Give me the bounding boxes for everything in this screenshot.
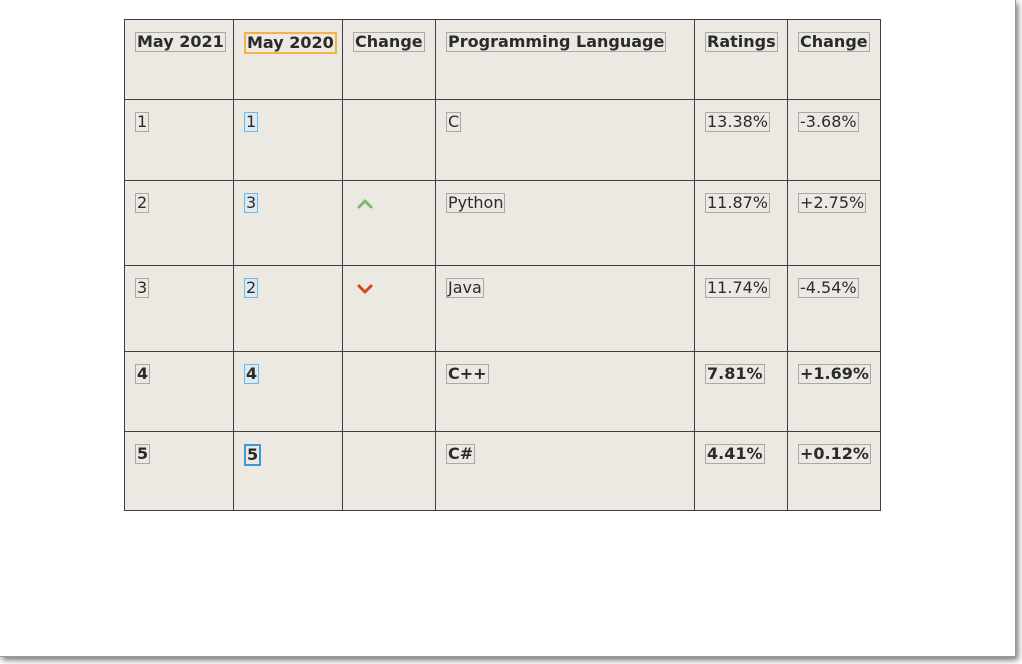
rank-value: 3 <box>244 193 259 213</box>
change-value: +1.69% <box>798 364 871 384</box>
rank-value: 4 <box>244 364 260 384</box>
cell-may-2021: 1 <box>124 99 234 181</box>
header-may-2020[interactable]: May 2020 <box>233 19 343 100</box>
table-row: 4 4 C++ 7.81% +1.69% <box>124 351 881 432</box>
cell-may-2020: 4 <box>233 351 343 432</box>
table-header-row: May 2021 May 2020 Change Programming Lan… <box>124 19 881 100</box>
header-label: Change <box>798 32 870 52</box>
cell-change <box>342 265 436 352</box>
header-label: May 2020 <box>244 32 337 54</box>
cell-ratings: 4.41% <box>694 431 788 511</box>
change-value: -3.68% <box>798 112 859 132</box>
cell-change <box>342 99 436 181</box>
rank-value: 4 <box>135 364 151 384</box>
rank-value: 3 <box>135 278 150 298</box>
cell-language: Java <box>435 265 695 352</box>
table-row: 3 2 Java 11.74% -4.54% <box>124 265 881 352</box>
table-row: 2 3 Python 11.87% +2.75% <box>124 180 881 266</box>
rank-value: 2 <box>244 278 259 298</box>
cell-change-percent: +0.12% <box>787 431 881 511</box>
cell-language: Python <box>435 180 695 266</box>
cell-change <box>342 431 436 511</box>
cell-may-2021: 2 <box>124 180 234 266</box>
language-name: C++ <box>446 364 489 384</box>
language-name: C <box>446 112 462 132</box>
up-arrow-icon <box>357 199 373 209</box>
ratings-value: 11.87% <box>705 193 771 213</box>
cell-language: C++ <box>435 351 695 432</box>
header-label: May 2021 <box>135 32 226 52</box>
cell-ratings: 13.38% <box>694 99 788 181</box>
ratings-value: 13.38% <box>705 112 771 132</box>
language-name: Java <box>446 278 484 298</box>
cell-ratings: 11.87% <box>694 180 788 266</box>
down-arrow-icon <box>357 284 373 294</box>
ratings-value: 4.41% <box>705 444 765 464</box>
cell-language: C <box>435 99 695 181</box>
cell-may-2021: 3 <box>124 265 234 352</box>
header-label: Programming Language <box>446 32 667 52</box>
header-label: Ratings <box>705 32 778 52</box>
ratings-value: 11.74% <box>705 278 771 298</box>
cell-change-percent: +1.69% <box>787 351 881 432</box>
table-row: 5 5 C# 4.41% +0.12% <box>124 431 881 511</box>
cell-ratings: 7.81% <box>694 351 788 432</box>
rank-value: 1 <box>135 112 150 132</box>
header-label: Change <box>353 32 425 52</box>
cell-change <box>342 351 436 432</box>
header-programming-language[interactable]: Programming Language <box>435 19 695 100</box>
language-ranking-table: May 2021 May 2020 Change Programming Lan… <box>124 19 881 511</box>
cell-may-2020: 3 <box>233 180 343 266</box>
header-ratings[interactable]: Ratings <box>694 19 788 100</box>
cell-may-2020: 2 <box>233 265 343 352</box>
change-value: +2.75% <box>798 193 867 213</box>
table-row: 1 1 C 13.38% -3.68% <box>124 99 881 181</box>
change-value: +0.12% <box>798 444 871 464</box>
ratings-value: 7.81% <box>705 364 765 384</box>
cell-change-percent: +2.75% <box>787 180 881 266</box>
cell-may-2021: 5 <box>124 431 234 511</box>
cell-change-percent: -3.68% <box>787 99 881 181</box>
rank-value: 5 <box>244 444 262 466</box>
cell-change-percent: -4.54% <box>787 265 881 352</box>
language-name: C# <box>446 444 476 464</box>
rank-value: 1 <box>244 112 259 132</box>
cell-may-2021: 4 <box>124 351 234 432</box>
cell-ratings: 11.74% <box>694 265 788 352</box>
cell-may-2020: 5 <box>233 431 343 511</box>
rank-value: 2 <box>135 193 150 213</box>
cell-may-2020: 1 <box>233 99 343 181</box>
header-change-percent[interactable]: Change <box>787 19 881 100</box>
language-name: Python <box>446 193 506 213</box>
cell-change <box>342 180 436 266</box>
cell-language: C# <box>435 431 695 511</box>
header-change[interactable]: Change <box>342 19 436 100</box>
rank-value: 5 <box>135 444 151 464</box>
header-may-2021[interactable]: May 2021 <box>124 19 234 100</box>
change-value: -4.54% <box>798 278 859 298</box>
